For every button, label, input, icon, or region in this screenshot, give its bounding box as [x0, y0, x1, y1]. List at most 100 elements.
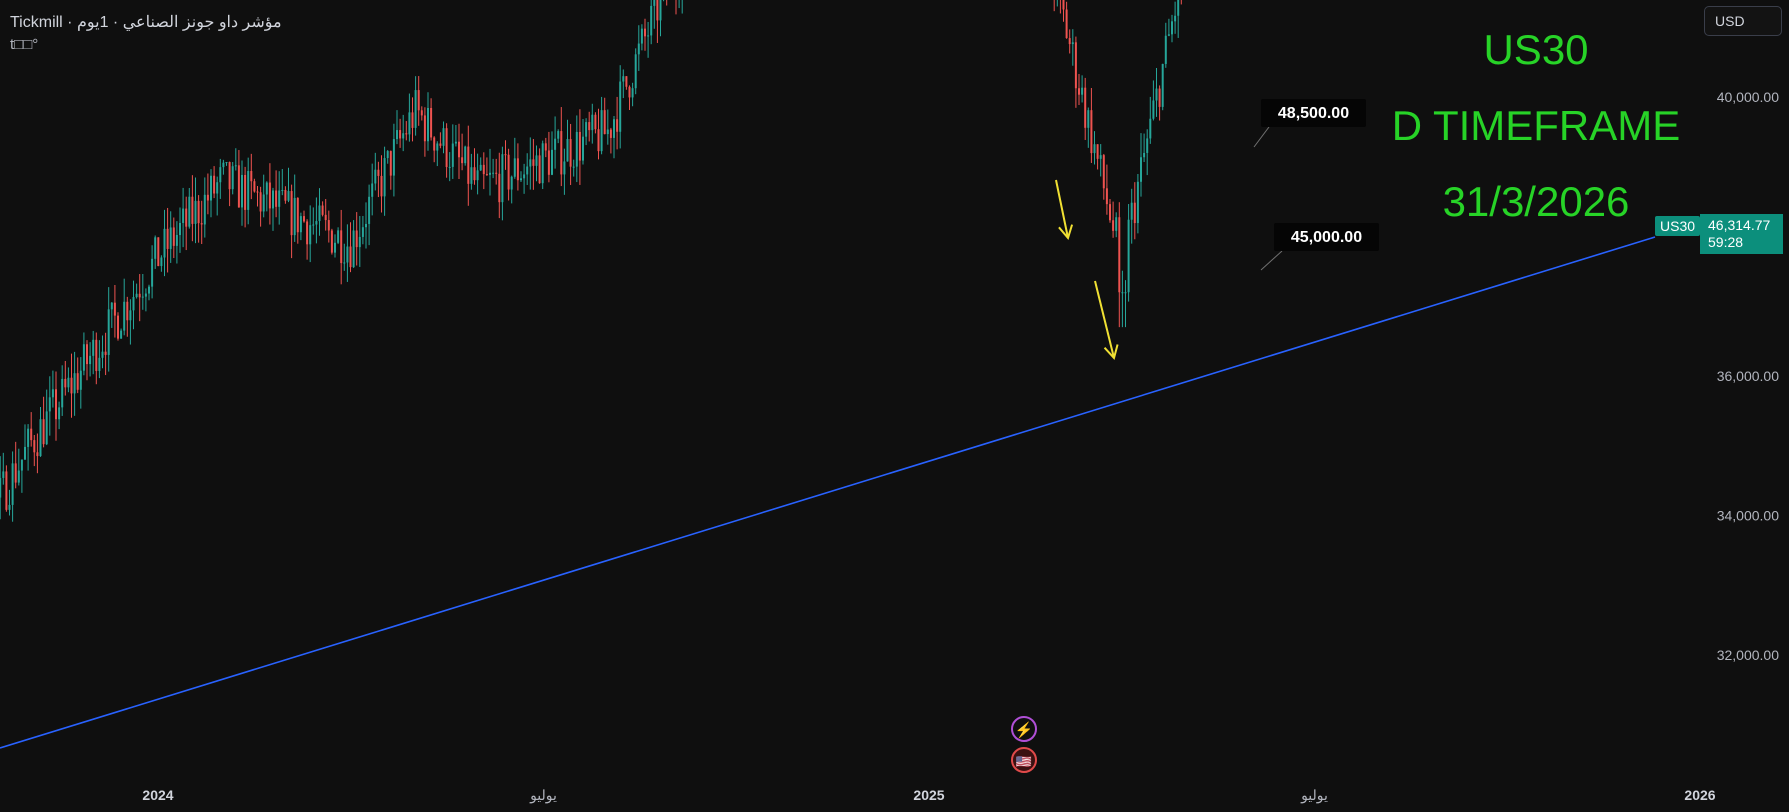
candle-body — [563, 161, 566, 175]
candle-body — [144, 293, 147, 297]
candle — [138, 274, 141, 322]
candle-body — [609, 129, 612, 138]
candle-body — [293, 197, 296, 236]
candle-body — [1081, 87, 1084, 95]
candle — [675, 0, 677, 15]
candle — [343, 243, 346, 271]
us-flag-icon[interactable]: 🇺🇸 — [1011, 747, 1037, 773]
candle — [430, 98, 433, 141]
candle-body — [303, 216, 305, 222]
candle — [535, 145, 538, 182]
candle — [408, 93, 411, 142]
candle-body — [343, 262, 346, 264]
candle — [526, 153, 529, 185]
candle — [79, 357, 82, 409]
candle-body — [120, 330, 123, 339]
candle — [2, 452, 5, 485]
candle — [461, 133, 464, 171]
candle — [20, 459, 23, 493]
candle — [644, 18, 646, 51]
candle — [157, 237, 160, 267]
candle-body — [569, 139, 572, 167]
candle — [1130, 188, 1133, 244]
candle — [76, 357, 79, 394]
candle-body — [1090, 110, 1093, 154]
candlestick-series — [0, 0, 1182, 522]
candle — [14, 441, 17, 489]
candle — [433, 136, 436, 163]
candle-body — [650, 5, 653, 36]
candle — [179, 207, 181, 253]
candle — [597, 108, 600, 160]
candle-body — [485, 174, 488, 176]
candle — [566, 119, 569, 162]
candle-body — [315, 221, 318, 225]
candle-body — [58, 407, 61, 420]
candle-body — [1136, 181, 1139, 224]
candle — [98, 340, 101, 379]
candle-body — [113, 302, 116, 316]
candle-body — [1074, 42, 1077, 89]
last-price-badge: 46,314.77 59:28 — [1700, 214, 1783, 254]
candle — [538, 148, 541, 184]
y-tick-label: 34,000.00 — [1717, 508, 1779, 524]
candle-body — [355, 230, 358, 248]
candle-body — [1112, 220, 1115, 231]
candle-body — [203, 194, 206, 225]
candle — [666, 0, 668, 6]
candle — [309, 205, 312, 263]
candle-body — [228, 162, 231, 190]
candle — [244, 166, 247, 228]
candle — [113, 284, 116, 338]
candle-body — [526, 166, 529, 175]
candle-body — [222, 162, 225, 168]
candle — [30, 412, 33, 447]
candle — [262, 174, 265, 218]
trendline[interactable] — [0, 236, 1656, 749]
candle — [330, 228, 333, 255]
candle-body — [1167, 34, 1170, 36]
y-tick-label: 40,000.00 — [1717, 89, 1779, 105]
candle-body — [234, 165, 237, 167]
candle-body — [216, 182, 219, 194]
candle-body — [185, 208, 188, 227]
lightning-icon[interactable]: ⚡ — [1011, 716, 1037, 742]
last-price-value: 46,314.77 — [1708, 217, 1771, 233]
candle-body — [554, 138, 557, 150]
candle — [45, 389, 48, 446]
label-connector — [1253, 126, 1270, 148]
candle — [402, 114, 405, 152]
candle-body — [498, 173, 501, 203]
candle-body — [585, 122, 588, 137]
candle-body — [1115, 217, 1118, 231]
candle-body — [225, 162, 228, 164]
candle-body — [179, 222, 181, 236]
candle-body — [101, 351, 104, 358]
candle-body — [535, 155, 538, 166]
candle — [563, 148, 566, 195]
candle — [516, 143, 519, 191]
candle — [327, 210, 330, 243]
candle — [58, 401, 61, 430]
candle-body — [55, 389, 57, 420]
candle-body — [427, 107, 429, 142]
arrows-layer — [1055, 179, 1119, 361]
candle-body — [1093, 144, 1096, 154]
candle-body — [644, 28, 646, 37]
candle-body — [272, 190, 274, 209]
candle — [123, 278, 126, 336]
candle — [101, 335, 104, 369]
candle — [275, 170, 278, 218]
candle-body — [166, 228, 169, 249]
candle-body — [566, 139, 569, 162]
candle — [637, 25, 640, 71]
currency-button[interactable]: USD — [1704, 6, 1782, 36]
candle — [504, 140, 507, 170]
candle-body — [188, 196, 191, 227]
title-line-date: 31/3/2026 — [1442, 178, 1630, 225]
candle — [439, 132, 442, 149]
candle-body — [510, 176, 513, 190]
candle-body — [117, 315, 119, 339]
candle — [656, 0, 659, 43]
candle-body — [529, 159, 532, 167]
